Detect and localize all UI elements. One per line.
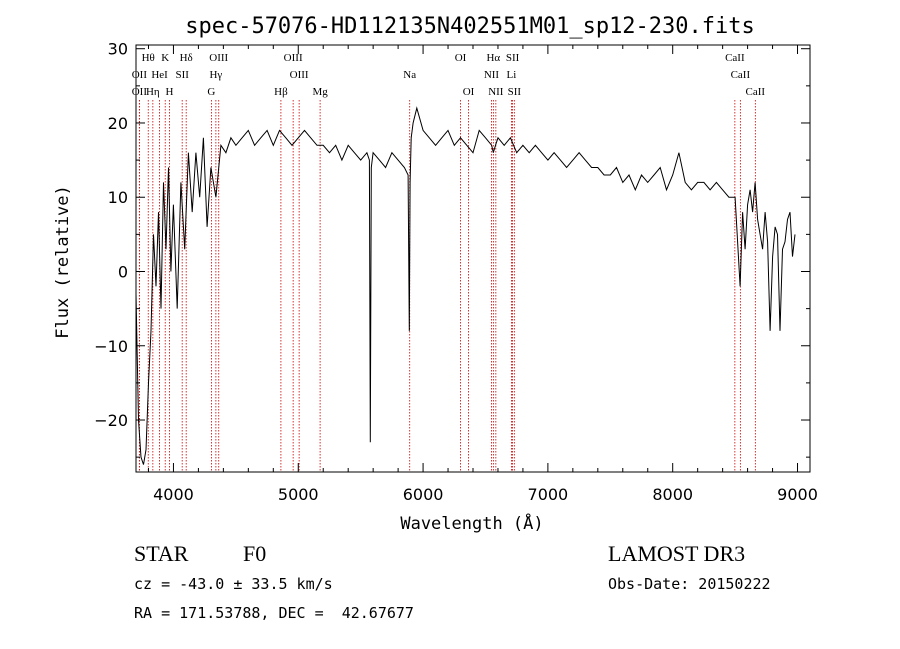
redshift-text: cz = -43.0 ± 33.5 km/s [134, 575, 333, 593]
obs-date-text: Obs-Date: 20150222 [608, 575, 771, 593]
y-tick-label: 20 [108, 114, 128, 133]
line-label: Li [507, 69, 517, 81]
x-axis: 4000 5000 6000 7000 8000 9000 [147, 45, 818, 504]
spectral-line-markers: Hθ K Hδ OIII OIII OI Hα SII CaII OII HeI SII Hγ OIII N… [132, 52, 766, 472]
x-tick-label: 8000 [652, 485, 693, 504]
line-label: OIII [284, 52, 303, 64]
y-axis-label: Flux (relative) [53, 185, 73, 339]
line-label: G [207, 86, 215, 98]
x-tick-label: 9000 [777, 485, 818, 504]
object-subclass: F0 [243, 541, 267, 566]
line-label: K [161, 52, 169, 64]
line-label: OIII [290, 69, 309, 81]
line-label: OI [463, 86, 475, 98]
line-label: CaII [725, 52, 745, 64]
line-label: SII [175, 69, 189, 81]
x-tick-label: 6000 [403, 485, 444, 504]
line-label: CaII [731, 69, 751, 81]
chart-title: spec-57076-HD112135N402551M01_sp12-230.f… [185, 14, 755, 39]
x-tick-label: 4000 [153, 485, 194, 504]
line-label: Hα [486, 52, 500, 64]
coordinates-text: RA = 171.53788, DEC = 42.67677 [134, 604, 414, 622]
survey-name: LAMOST DR3 [608, 541, 746, 566]
line-label: H [165, 86, 173, 98]
line-label: Hγ [209, 69, 222, 81]
line-label: NII [484, 69, 500, 81]
y-tick-label: 30 [108, 40, 128, 59]
line-label: NII [488, 86, 504, 98]
line-label: OII [132, 86, 148, 98]
x-axis-label: Wavelength (Å) [400, 512, 543, 534]
line-label: SII [508, 86, 522, 98]
plot-frame [135, 44, 811, 473]
x-tick-label: 5000 [278, 485, 319, 504]
line-label: Mg [312, 86, 328, 98]
object-class: STAR [134, 541, 189, 566]
line-label: Na [403, 69, 416, 81]
spectrum-line [135, 106, 796, 465]
line-label: Hδ [180, 52, 193, 64]
line-label: OIII [209, 52, 228, 64]
line-label: Hθ [142, 52, 155, 64]
line-label: Hη [146, 86, 160, 98]
x-tick-label: 7000 [528, 485, 569, 504]
line-label: SII [506, 52, 520, 64]
line-label: OI [455, 52, 467, 64]
y-axis: −20 −10 0 10 20 30 [94, 40, 810, 458]
line-label: HeI [151, 69, 168, 81]
y-tick-label: 10 [108, 188, 128, 207]
line-label: CaII [746, 86, 766, 98]
line-label: Hβ [274, 86, 288, 98]
y-tick-label: 0 [118, 262, 128, 281]
y-tick-label: −10 [94, 337, 128, 356]
y-tick-label: −20 [94, 411, 128, 430]
line-label: OII [132, 69, 148, 81]
